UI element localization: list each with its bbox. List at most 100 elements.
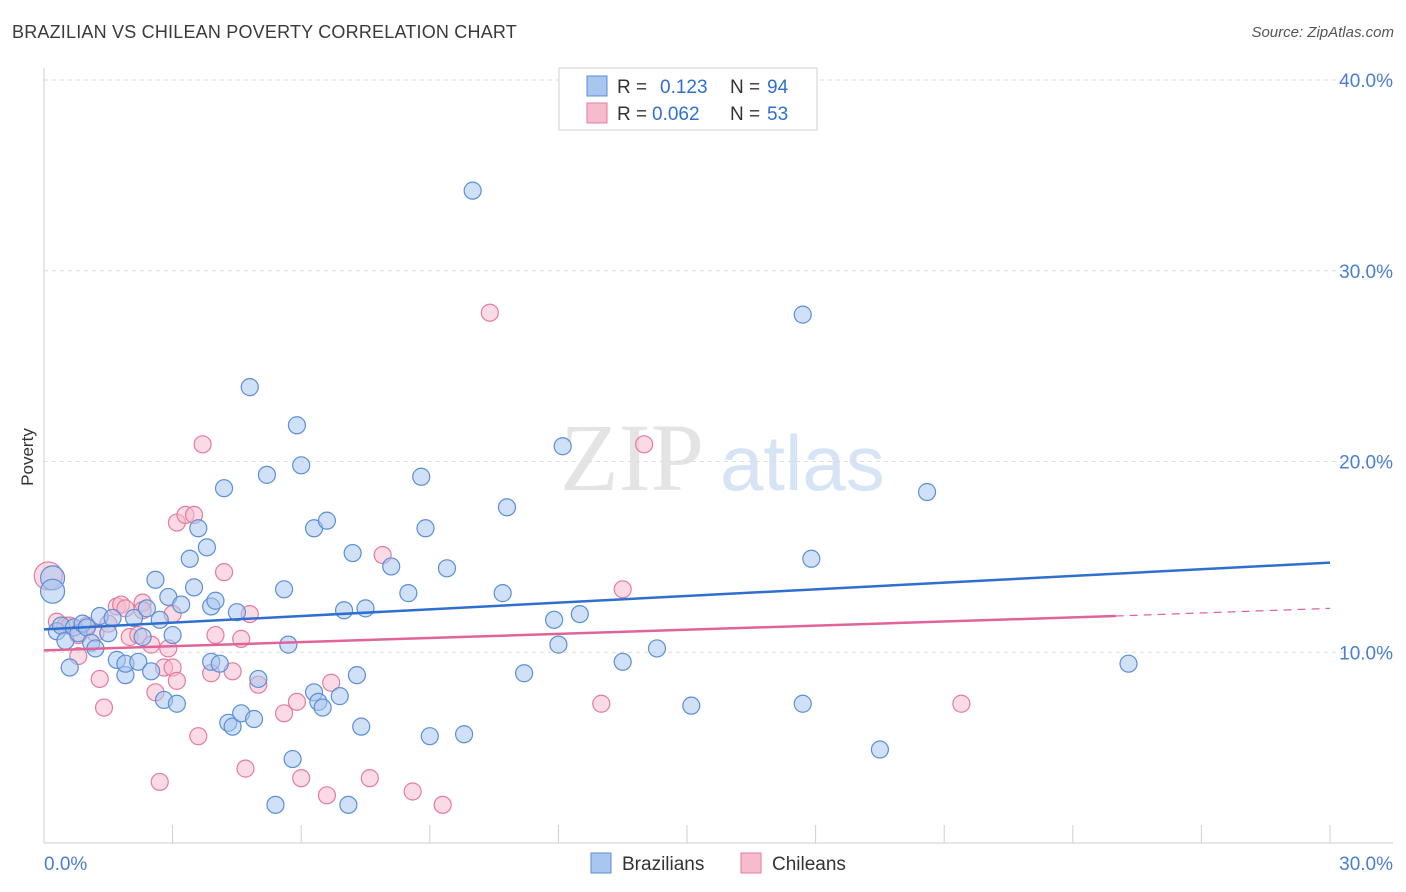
brazilian-point bbox=[802, 549, 821, 568]
brazilian-point bbox=[39, 578, 66, 604]
brazilian-point bbox=[150, 610, 169, 629]
brazilian-point bbox=[454, 725, 474, 744]
legend-n-label-2: N = bbox=[730, 104, 760, 125]
brazilian-point bbox=[356, 599, 375, 618]
brazilian-point bbox=[163, 625, 182, 645]
brazilian-point bbox=[292, 456, 311, 475]
chilean-point bbox=[292, 769, 311, 788]
watermark-zip: ZIP bbox=[560, 404, 704, 511]
legend-r-label-1: R = bbox=[617, 77, 647, 98]
brazilian-point bbox=[352, 717, 371, 736]
brazilian-point bbox=[412, 467, 431, 486]
brazilian-point bbox=[382, 557, 401, 576]
chileans-trend-line bbox=[43, 614, 1116, 652]
brazilians-trend-line bbox=[43, 561, 1331, 631]
grid-lines bbox=[44, 79, 1393, 653]
chilean-point bbox=[214, 563, 234, 582]
legend-n-value-1: 94 bbox=[767, 77, 789, 98]
brazilian-point bbox=[317, 511, 337, 530]
brazilian-point bbox=[249, 669, 268, 689]
brazilian-point bbox=[266, 795, 285, 814]
x-tick-label-max: 30.0% bbox=[1339, 854, 1393, 875]
brazilian-point bbox=[347, 666, 367, 685]
brazilian-point bbox=[420, 727, 439, 746]
chileans-points bbox=[33, 303, 971, 814]
axes bbox=[43, 68, 1393, 844]
legend-n-label-1: N = bbox=[730, 77, 760, 98]
brazilian-point bbox=[545, 610, 564, 629]
y-tick-label-1: 20.0% bbox=[1339, 453, 1393, 474]
chilean-point bbox=[287, 692, 307, 711]
brazilian-point bbox=[793, 694, 812, 713]
brazilian-point bbox=[682, 696, 701, 715]
brazilian-point bbox=[197, 538, 216, 557]
bottom-legend-label-chileans: Chileans bbox=[772, 854, 846, 875]
x-tick-label-min: 0.0% bbox=[44, 854, 87, 875]
brazilian-point bbox=[137, 599, 156, 618]
chilean-point bbox=[274, 704, 294, 723]
brazilian-point bbox=[339, 795, 358, 814]
brazilian-point bbox=[214, 479, 234, 498]
brazilian-point bbox=[206, 591, 225, 610]
chilean-point bbox=[635, 435, 654, 454]
brazilian-point bbox=[184, 578, 204, 597]
brazilian-point bbox=[870, 740, 890, 759]
brazilian-point bbox=[334, 601, 354, 620]
brazilian-point bbox=[330, 687, 349, 706]
legend-swatch-chileans bbox=[586, 102, 608, 124]
y-axis-label: Poverty bbox=[18, 428, 37, 486]
chilean-point bbox=[317, 786, 337, 805]
brazilian-point bbox=[189, 519, 208, 538]
brazilian-point bbox=[257, 465, 277, 484]
brazilian-point bbox=[287, 416, 307, 435]
chilean-point bbox=[592, 694, 611, 713]
legend-r-label-2: R = bbox=[617, 104, 647, 125]
brazilian-point bbox=[399, 584, 418, 603]
brazilian-point bbox=[793, 305, 812, 324]
brazilian-point bbox=[133, 627, 152, 647]
y-tick-label-2: 30.0% bbox=[1339, 262, 1393, 283]
legend-swatch-brazilians bbox=[586, 75, 608, 97]
chilean-point bbox=[403, 782, 422, 801]
brazilian-point bbox=[553, 437, 572, 456]
chart-title: BRAZILIAN VS CHILEAN POVERTY CORRELATION… bbox=[12, 22, 517, 42]
brazilian-point bbox=[279, 635, 298, 654]
brazilian-point bbox=[497, 498, 517, 517]
brazilian-point bbox=[493, 584, 512, 603]
brazilian-point bbox=[313, 698, 332, 717]
chilean-point bbox=[613, 580, 632, 599]
chilean-point bbox=[480, 303, 499, 322]
brazilian-point bbox=[515, 664, 534, 683]
watermark-atlas: atlas bbox=[720, 419, 885, 507]
brazilian-point bbox=[647, 639, 667, 658]
brazilian-point bbox=[103, 608, 122, 628]
legend-r-value-1: 0.123 bbox=[660, 77, 708, 98]
brazilian-point bbox=[917, 482, 937, 502]
bottom-legend-swatch-chileans bbox=[740, 852, 762, 874]
brazilian-point bbox=[416, 519, 435, 538]
trend-lines bbox=[43, 561, 1331, 652]
chilean-point bbox=[167, 671, 186, 690]
brazilian-point bbox=[172, 595, 191, 614]
bottom-legend-label-brazilians: Brazilians bbox=[622, 854, 704, 875]
brazilian-point bbox=[549, 635, 568, 654]
series-legend: Brazilians Chileans bbox=[590, 852, 846, 875]
brazilian-point bbox=[437, 559, 457, 578]
legend-n-value-2: 53 bbox=[767, 104, 788, 125]
brazilian-point bbox=[274, 580, 294, 599]
brazilian-point bbox=[227, 603, 246, 622]
chilean-point bbox=[94, 698, 114, 717]
chileans-trend-extension bbox=[1115, 607, 1331, 617]
chart-source: Source: ZipAtlas.com bbox=[1251, 24, 1394, 41]
brazilian-point bbox=[142, 662, 161, 681]
brazilian-point bbox=[167, 694, 186, 713]
y-tick-labels: 10.0% 20.0% 30.0% 40.0% bbox=[1339, 71, 1393, 664]
legend-r-value-2: 0.062 bbox=[652, 104, 700, 125]
y-tick-label-0: 10.0% bbox=[1339, 643, 1393, 664]
chilean-point bbox=[433, 795, 452, 814]
chilean-point bbox=[150, 772, 169, 792]
chilean-point bbox=[206, 625, 225, 645]
brazilian-point bbox=[343, 543, 362, 563]
brazilian-point bbox=[1119, 654, 1138, 673]
